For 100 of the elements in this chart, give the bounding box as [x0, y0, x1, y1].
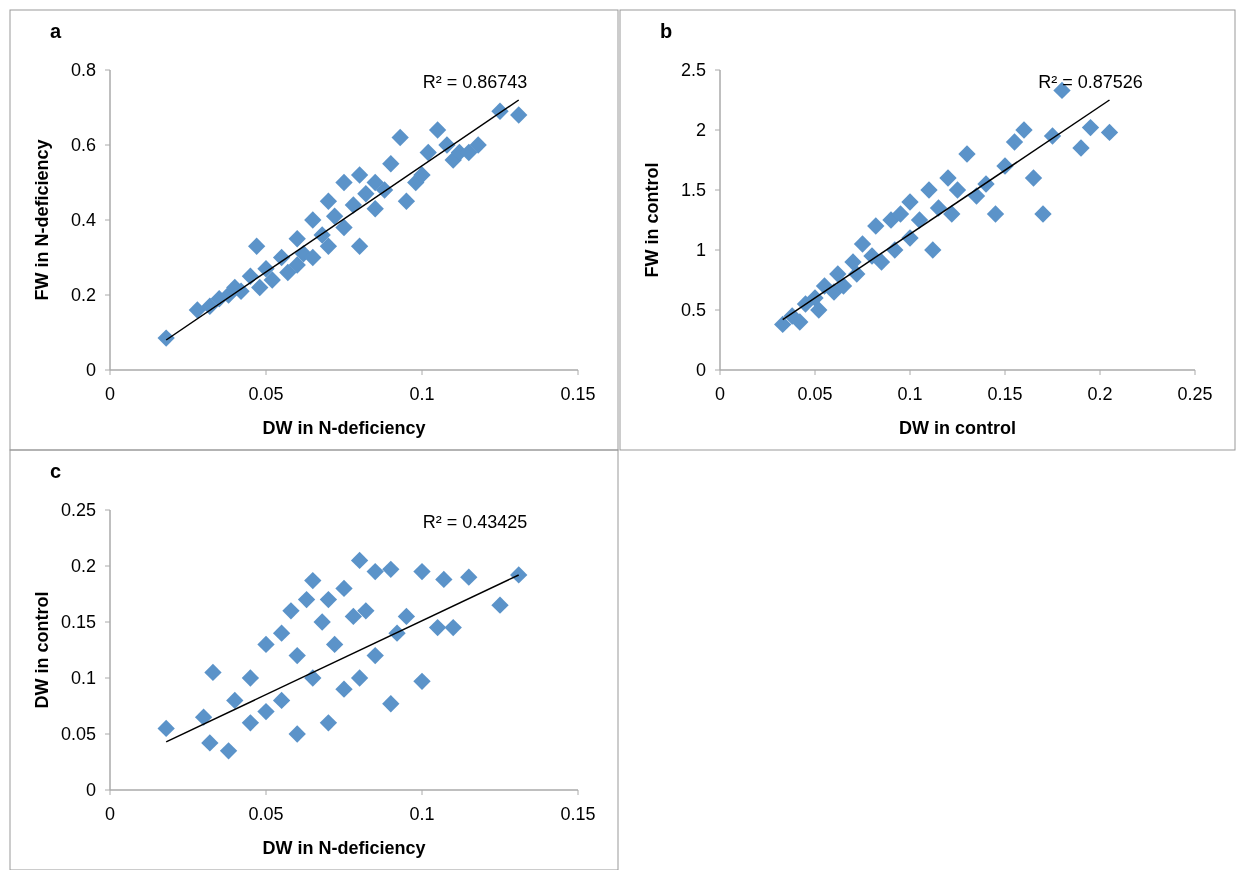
x-tick-label: 0.1 — [409, 384, 435, 404]
y-tick-label: 0.15 — [60, 612, 96, 633]
point — [288, 256, 306, 274]
point — [397, 607, 416, 626]
point — [263, 271, 281, 289]
point — [350, 669, 369, 687]
point — [319, 237, 338, 255]
x-tick-label: 0.05 — [248, 804, 284, 824]
point — [382, 695, 400, 713]
x-tick-label: 0.25 — [1177, 384, 1213, 404]
point — [943, 205, 961, 223]
point — [1024, 169, 1043, 187]
point — [272, 624, 291, 642]
point — [382, 155, 400, 173]
point — [319, 714, 338, 732]
y-tick-label: 0.25 — [60, 500, 96, 521]
point — [910, 211, 929, 229]
point — [958, 145, 976, 163]
point — [219, 742, 238, 760]
point — [344, 607, 363, 626]
point — [1072, 139, 1090, 157]
point — [1100, 123, 1119, 142]
x-tick-label: 0.05 — [797, 384, 833, 404]
point — [853, 235, 872, 253]
point — [924, 241, 942, 259]
x-tick-label: 0.15 — [987, 384, 1023, 404]
y-tick-label: 0.5 — [680, 300, 706, 321]
point — [157, 719, 175, 738]
point — [413, 562, 431, 581]
point — [188, 301, 207, 319]
point — [510, 106, 528, 124]
point — [460, 568, 478, 586]
point — [226, 691, 244, 710]
y-axis-title: FW in control — [642, 162, 662, 278]
point — [357, 185, 375, 203]
point — [241, 714, 260, 732]
point — [901, 193, 919, 211]
point — [872, 253, 891, 271]
point — [251, 278, 269, 297]
y-tick-label: 0.4 — [70, 210, 96, 231]
point — [491, 596, 509, 614]
point — [844, 253, 862, 271]
point — [920, 181, 938, 199]
point — [939, 169, 957, 187]
point — [282, 602, 300, 620]
chart-title: c — [50, 460, 62, 482]
point — [867, 217, 885, 235]
point — [335, 218, 353, 237]
point — [297, 590, 316, 609]
point — [350, 551, 369, 570]
annotation: R² = 0.87526 — [1038, 72, 1143, 92]
point — [319, 590, 338, 609]
y-tick-label: 0.05 — [60, 724, 96, 745]
point — [313, 613, 331, 631]
y-tick-label: 0 — [85, 360, 96, 381]
y-tick-label: 1 — [695, 240, 706, 261]
point — [247, 237, 266, 255]
point — [948, 181, 967, 199]
point — [1015, 121, 1033, 139]
chart-title: b — [660, 20, 673, 42]
y-tick-label: 0.6 — [70, 135, 96, 156]
point — [413, 166, 431, 184]
point — [257, 635, 275, 654]
point — [335, 173, 353, 192]
point — [829, 265, 847, 283]
annotation: R² = 0.86743 — [422, 72, 528, 92]
x-axis-title: DW in control — [899, 418, 1016, 438]
point — [774, 315, 792, 334]
point — [428, 618, 447, 637]
y-tick-label: 1.5 — [680, 180, 706, 201]
x-tick-label: 0.05 — [248, 384, 284, 404]
point — [397, 192, 416, 210]
point — [288, 725, 306, 743]
y-tick-label: 2 — [695, 120, 706, 141]
annotation: R² = 0.43425 — [422, 512, 528, 532]
point — [1081, 118, 1100, 137]
y-tick-label: 2.5 — [680, 60, 706, 81]
point — [204, 663, 222, 682]
x-tick-label: 0.15 — [560, 804, 596, 824]
x-tick-label: 0 — [104, 804, 116, 824]
y-tick-label: 0.8 — [70, 60, 96, 81]
point — [986, 205, 1005, 223]
point — [304, 211, 322, 229]
point — [469, 136, 487, 154]
point — [288, 646, 306, 665]
y-tick-label: 0.2 — [70, 285, 96, 306]
x-tick-label: 0 — [104, 384, 116, 404]
point — [241, 267, 260, 285]
x-tick-label: 0.15 — [560, 384, 596, 404]
point — [272, 691, 291, 710]
y-tick-label: 0.2 — [70, 556, 96, 577]
point — [279, 263, 297, 282]
point — [366, 646, 384, 665]
y-tick-label: 0.1 — [70, 668, 96, 689]
point — [834, 277, 853, 295]
x-tick-label: 0.1 — [409, 804, 435, 824]
point — [335, 579, 353, 598]
point — [288, 230, 306, 248]
point — [366, 200, 384, 218]
point — [810, 301, 828, 319]
